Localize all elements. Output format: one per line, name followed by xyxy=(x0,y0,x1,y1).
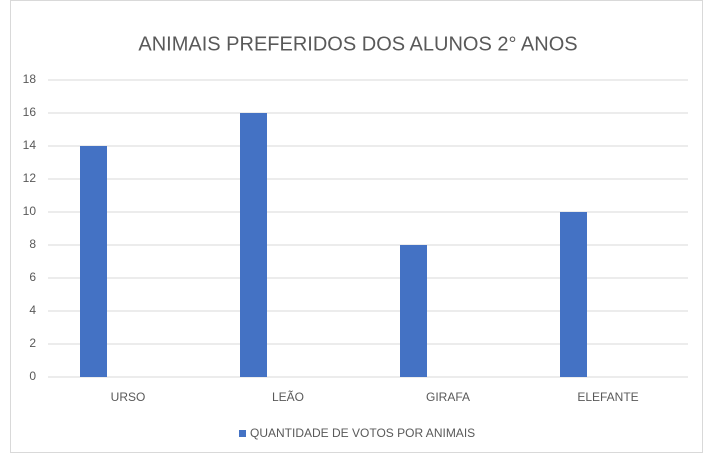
y-tick-label: 18 xyxy=(23,72,37,86)
y-tick-label: 4 xyxy=(29,303,36,317)
bar xyxy=(560,212,587,377)
y-tick-label: 0 xyxy=(29,369,36,383)
x-tick-label: GIRAFA xyxy=(426,390,470,404)
x-tick-label: URSO xyxy=(111,390,146,404)
chart-title: ANIMAIS PREFERIDOS DOS ALUNOS 2° ANOS xyxy=(138,33,577,55)
bar xyxy=(400,245,427,377)
x-tick-label: LEÃO xyxy=(272,390,304,404)
legend-label: QUANTIDADE DE VOTOS POR ANIMAIS xyxy=(250,426,475,440)
y-tick-label: 2 xyxy=(29,336,36,350)
y-tick-label: 12 xyxy=(23,171,37,185)
bar xyxy=(80,146,107,377)
x-tick-label: ELEFANTE xyxy=(577,390,638,404)
y-tick-label: 8 xyxy=(29,237,36,251)
legend-swatch xyxy=(239,430,246,437)
y-tick-label: 14 xyxy=(23,138,37,152)
y-tick-label: 16 xyxy=(23,105,37,119)
y-tick-label: 6 xyxy=(29,270,36,284)
chart-frame xyxy=(10,0,703,453)
y-tick-label: 10 xyxy=(23,204,37,218)
bar xyxy=(240,113,267,377)
